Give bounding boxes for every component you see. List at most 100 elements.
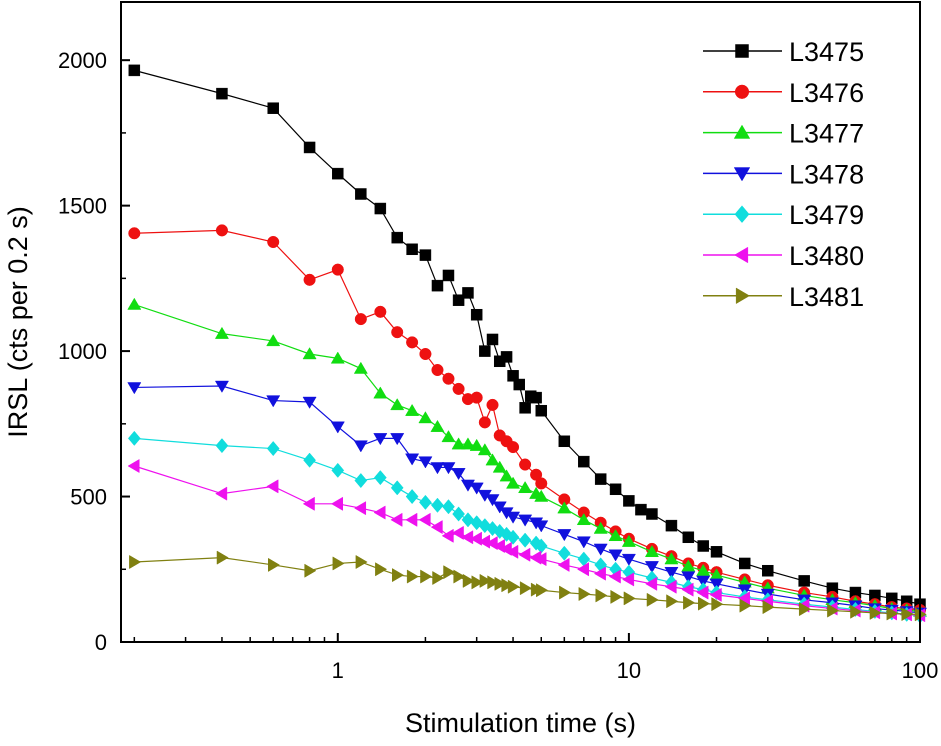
data-point [507,579,520,594]
data-point [518,514,533,527]
data-point [462,287,474,299]
data-point [681,559,696,572]
data-point [487,575,500,590]
data-point [710,546,723,558]
data-point [557,501,572,514]
data-point [430,520,443,535]
data-point [303,141,316,154]
x-axis-title: Stimulation time (s) [405,708,636,738]
y-axis-title: IRSL (cts per 0.2 s) [3,206,33,438]
data-point [593,566,606,581]
data-point [506,511,521,524]
data-point [739,598,752,613]
data-point [507,441,520,454]
data-point [681,582,694,597]
data-point [405,489,419,505]
data-point [374,202,387,215]
data-point [645,576,658,591]
y-tick-label: 2000 [58,48,107,73]
data-point [827,603,840,618]
data-point [486,333,499,346]
data-point [303,452,316,468]
data-point [501,578,514,593]
data-point [519,458,532,471]
data-point [762,564,774,577]
data-point [534,489,549,502]
x-tick-label: 100 [902,658,939,683]
data-point [644,544,659,558]
data-point [451,437,466,450]
data-point [127,382,142,395]
data-point [405,403,420,416]
y-tick-label: 1500 [58,194,107,219]
data-point [576,536,591,549]
data-point [355,188,367,200]
data-point [267,235,280,249]
data-point [711,597,724,612]
data-point [355,554,368,570]
data-point [302,496,315,511]
data-point [479,345,491,357]
data-point [635,503,647,516]
data-point [698,596,711,611]
data-point [576,512,591,526]
legend-marker [735,287,750,305]
data-point [666,594,679,609]
data-point [593,543,608,556]
data-point [330,421,345,434]
data-point [507,370,519,382]
data-point [557,557,570,572]
data-point [215,224,228,237]
data-point [485,453,500,466]
data-point [494,576,507,591]
legend-marker [735,44,749,58]
data-point [471,575,484,590]
data-point [576,562,590,577]
legend-label: L3475 [789,37,864,67]
data-point [622,572,635,587]
data-point [518,547,531,562]
data-point [266,395,281,408]
data-point [332,167,344,180]
axes-layer: 0 500 1000 1500 2000 1 10 100 [58,48,938,683]
data-point [373,505,386,520]
data-point [215,486,228,501]
data-point [452,382,465,395]
data-point [738,557,751,570]
data-point [390,480,404,496]
data-point [534,552,547,567]
data-point [506,476,521,489]
data-point [452,294,465,306]
y-tick-label: 0 [95,630,107,655]
data-point [390,433,405,446]
data-point [420,569,433,584]
x-tick-label: 1 [332,658,344,683]
data-point [664,552,679,565]
data-point [354,473,368,489]
data-point [901,607,914,622]
data-point [392,568,405,583]
data-point [506,529,520,545]
data-point [665,519,678,532]
data-point [536,583,549,598]
data-point [441,430,456,443]
data-point [442,499,455,515]
data-point [681,571,696,584]
legend-marker [733,167,751,182]
data-point [127,458,140,474]
legend-label: L3479 [789,200,864,230]
data-point [610,589,623,604]
data-point [214,380,229,393]
data-point [646,592,659,607]
data-point [646,508,658,520]
data-point [460,437,475,450]
data-point [418,411,433,424]
data-point [215,438,229,454]
data-point [682,531,695,544]
legend-marker [734,84,750,99]
data-point [330,496,343,511]
data-point [419,249,432,261]
data-point [353,440,368,453]
data-point [608,549,623,562]
